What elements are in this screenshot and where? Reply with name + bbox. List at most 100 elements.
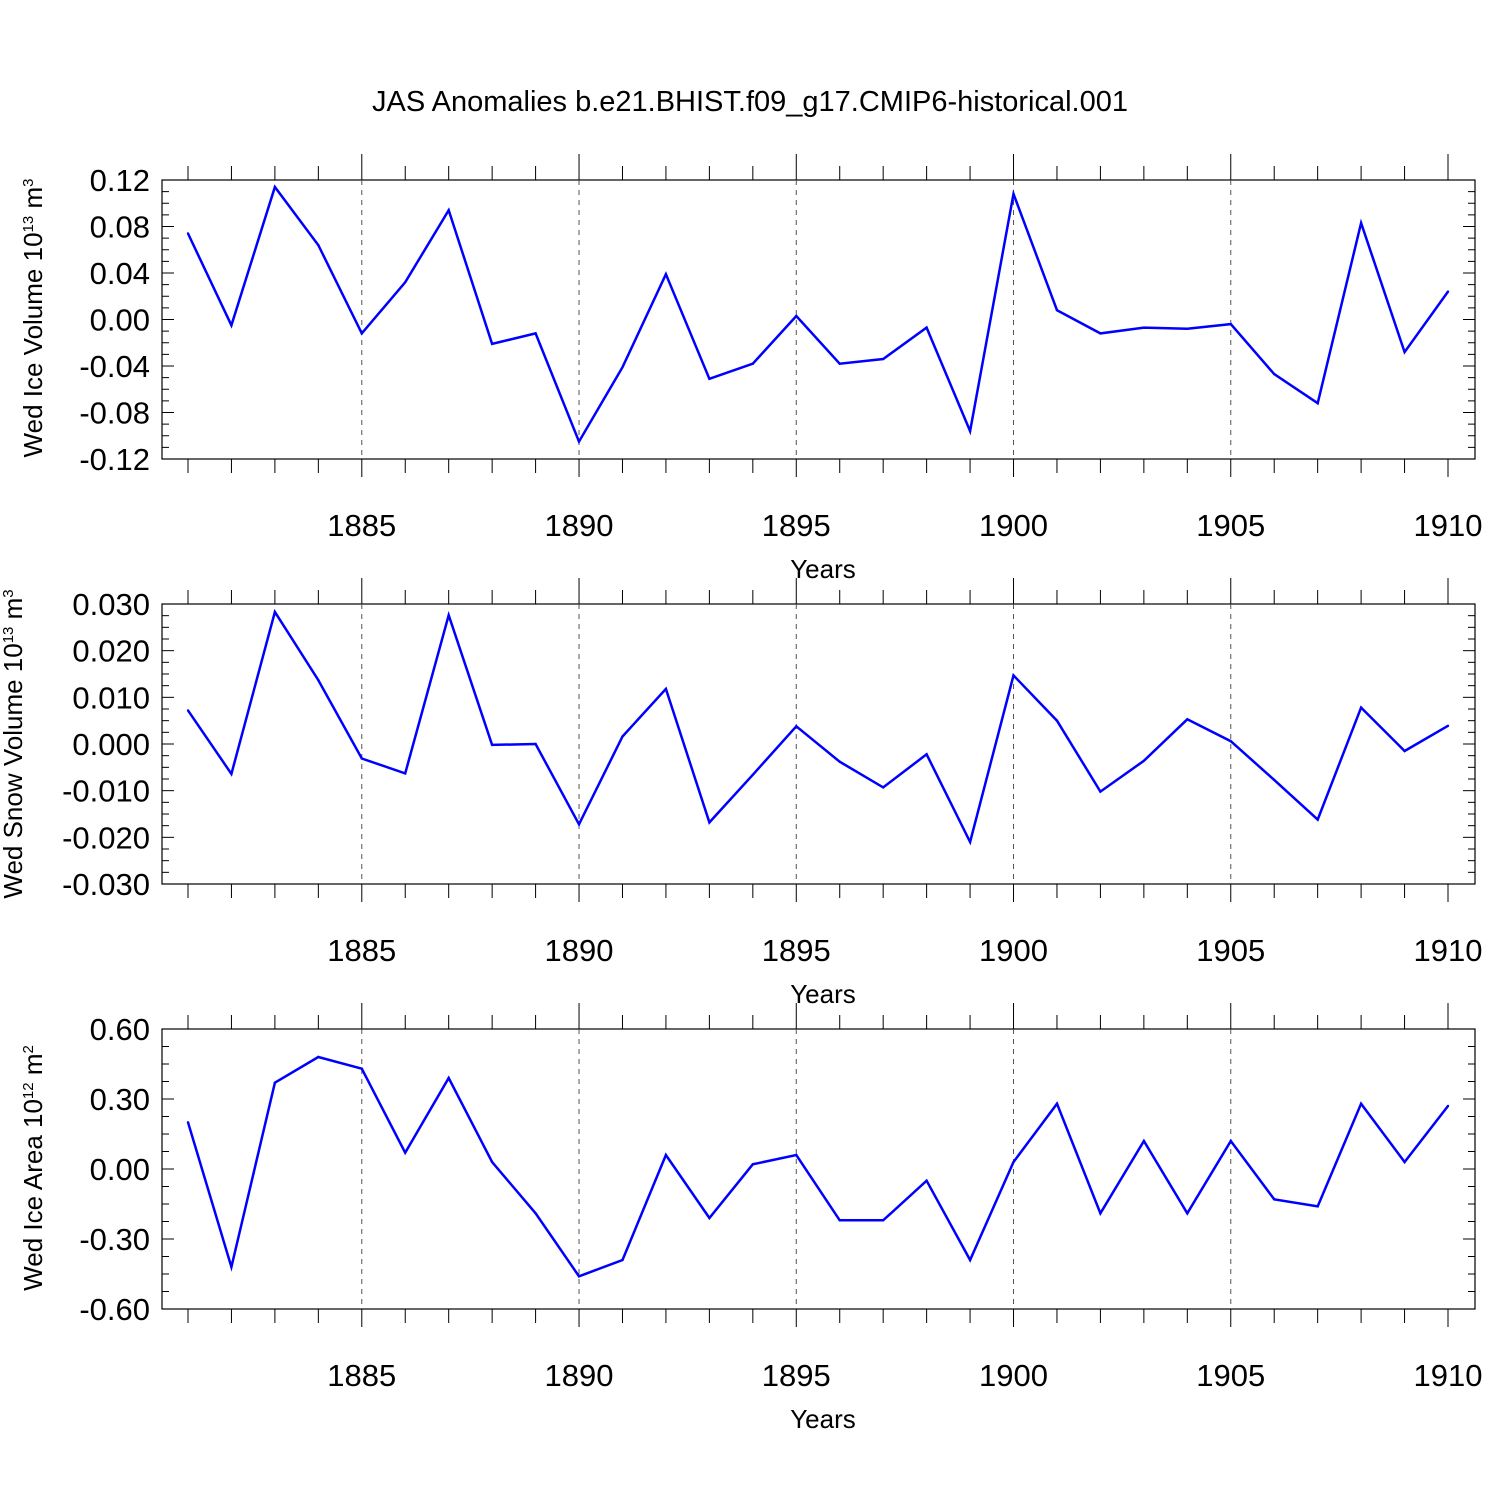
x-tick-label: 1890 bbox=[545, 1358, 614, 1393]
y-tick-label: -0.04 bbox=[79, 349, 150, 384]
y-tick-label: 0.000 bbox=[72, 727, 150, 762]
data-point bbox=[708, 1216, 711, 1220]
data-point bbox=[577, 823, 581, 826]
data-point bbox=[1099, 332, 1102, 335]
data-point bbox=[1316, 1205, 1319, 1208]
data-point bbox=[664, 1153, 668, 1157]
data-point bbox=[1142, 326, 1146, 329]
y-tick-label: 0.010 bbox=[72, 680, 150, 715]
data-point bbox=[490, 342, 494, 346]
y-tick-label: 0.08 bbox=[90, 210, 150, 245]
data-point bbox=[1403, 1160, 1406, 1164]
data-point bbox=[1446, 1104, 1450, 1108]
x-axis-label: Years bbox=[790, 1404, 856, 1434]
data-point bbox=[317, 1055, 320, 1059]
data-point bbox=[1273, 372, 1276, 376]
y-axis-label-part: Wed Snow Volume 10 bbox=[0, 643, 28, 898]
data-point bbox=[751, 362, 755, 365]
data-point bbox=[708, 377, 711, 380]
x-tick-label: 1890 bbox=[545, 933, 614, 968]
data-point bbox=[838, 362, 841, 365]
data-point bbox=[1316, 402, 1319, 405]
data-point bbox=[795, 725, 798, 728]
data-point bbox=[751, 1163, 755, 1166]
data-point bbox=[1055, 309, 1059, 312]
data-point bbox=[273, 185, 277, 189]
data-point bbox=[1012, 674, 1015, 677]
data-point bbox=[1316, 818, 1319, 821]
y-axis-label: Wed Snow Volume 1013 m3 bbox=[0, 589, 28, 898]
data-point bbox=[925, 326, 928, 329]
data-point bbox=[968, 1258, 972, 1262]
data-point bbox=[881, 786, 885, 789]
x-tick-label: 1885 bbox=[327, 1358, 396, 1393]
y-tick-label: -0.030 bbox=[62, 867, 150, 902]
data-point bbox=[230, 324, 233, 327]
data-point bbox=[447, 614, 450, 617]
x-tick-label: 1900 bbox=[979, 508, 1048, 543]
y-axis-label-superscript: 3 bbox=[0, 589, 17, 597]
data-point bbox=[621, 735, 624, 738]
y-tick-label: 0.30 bbox=[90, 1082, 150, 1117]
y-axis-label: Wed Ice Volume 1013 m3 bbox=[18, 179, 48, 458]
x-tick-label: 1905 bbox=[1196, 933, 1265, 968]
data-point bbox=[534, 1212, 537, 1215]
y-tick-label: 0.030 bbox=[72, 587, 150, 622]
x-tick-label: 1905 bbox=[1196, 1358, 1265, 1393]
y-axis-label-part: m bbox=[0, 598, 28, 627]
data-point bbox=[230, 1265, 233, 1269]
y-tick-label: -0.08 bbox=[79, 396, 150, 431]
data-point bbox=[968, 840, 972, 844]
data-point bbox=[317, 243, 320, 247]
plot-frame bbox=[161, 179, 1476, 460]
data-point bbox=[1055, 719, 1059, 722]
x-tick-label: 1885 bbox=[327, 933, 396, 968]
data-point bbox=[404, 1151, 407, 1154]
data-point bbox=[490, 743, 494, 747]
data-point bbox=[925, 753, 928, 756]
data-point bbox=[1229, 1139, 1232, 1143]
data-point bbox=[621, 365, 624, 369]
data-point bbox=[360, 332, 363, 335]
x-axis-label: Years bbox=[790, 554, 856, 584]
data-point bbox=[230, 772, 233, 776]
data-point bbox=[186, 232, 190, 235]
y-tick-label: -0.010 bbox=[62, 774, 150, 809]
data-point bbox=[968, 429, 972, 433]
data-point bbox=[1403, 350, 1406, 354]
data-point bbox=[1142, 759, 1146, 762]
data-point bbox=[1229, 322, 1232, 326]
data-point bbox=[1273, 778, 1276, 782]
y-tick-label: 0.12 bbox=[90, 163, 150, 198]
x-tick-label: 1895 bbox=[762, 508, 831, 543]
data-point bbox=[1012, 1160, 1015, 1164]
data-point bbox=[1055, 1102, 1059, 1105]
x-tick-label: 1885 bbox=[327, 508, 396, 543]
data-point bbox=[1446, 290, 1450, 293]
data-point bbox=[751, 773, 755, 776]
y-axis-label-superscript: 2 bbox=[20, 1045, 37, 1053]
y-axis-label-superscript: 13 bbox=[20, 216, 37, 233]
data-point bbox=[1403, 749, 1406, 753]
data-point bbox=[273, 610, 277, 614]
data-point bbox=[1186, 1212, 1189, 1215]
y-tick-label: 0.00 bbox=[90, 303, 150, 338]
data-point bbox=[404, 281, 407, 284]
data-point bbox=[273, 1081, 277, 1084]
y-tick-label: -0.12 bbox=[79, 442, 150, 477]
series-line bbox=[186, 184, 1450, 445]
data-point bbox=[881, 1219, 885, 1222]
data-point bbox=[1186, 327, 1189, 330]
x-axis-label: Years bbox=[790, 979, 856, 1009]
data-point bbox=[1229, 740, 1232, 743]
data-point bbox=[1099, 790, 1102, 793]
y-axis-label: Wed Ice Area 1012 m2 bbox=[18, 1045, 48, 1291]
y-tick-label: -0.30 bbox=[79, 1222, 150, 1257]
data-point bbox=[1012, 192, 1015, 196]
data-point bbox=[186, 1121, 190, 1124]
data-point bbox=[1142, 1139, 1146, 1143]
series-line bbox=[186, 608, 1449, 846]
data-point bbox=[360, 1067, 363, 1070]
x-tick-label: 1910 bbox=[1414, 508, 1483, 543]
